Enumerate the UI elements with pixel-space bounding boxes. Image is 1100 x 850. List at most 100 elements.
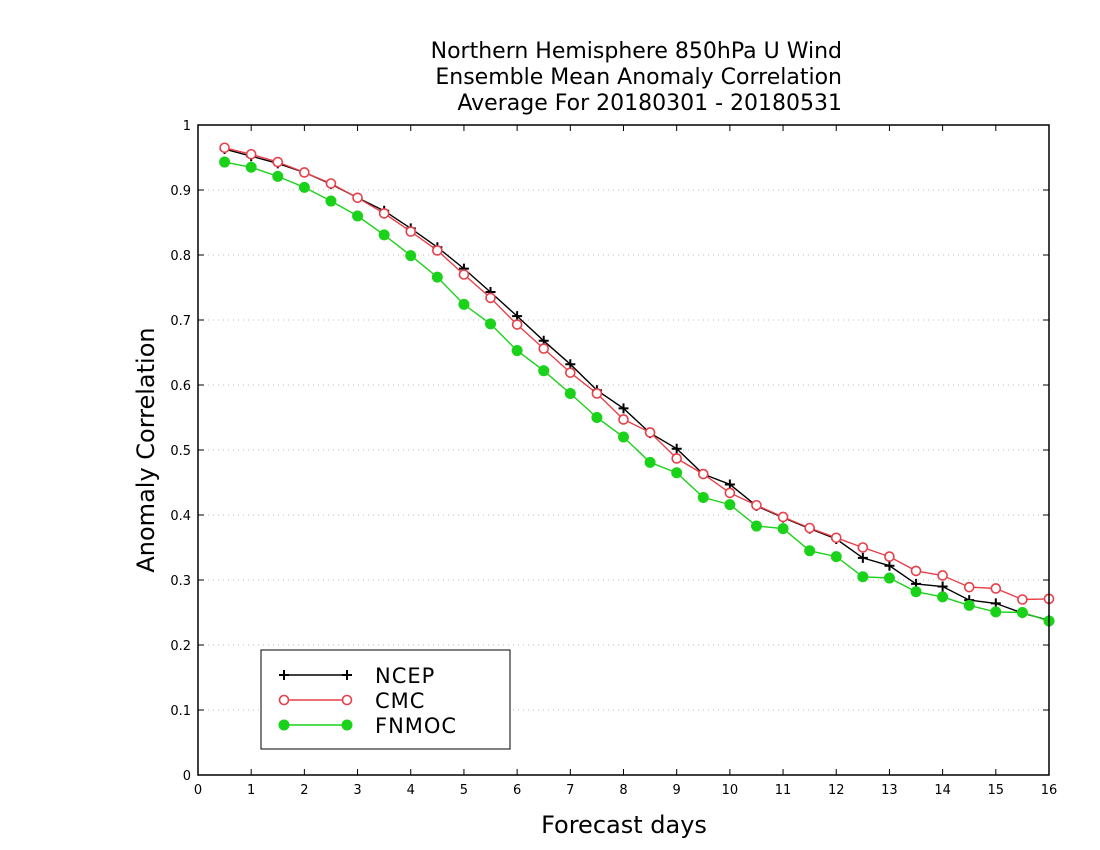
data-point-cmc	[671, 453, 682, 464]
data-point-cmc	[724, 487, 736, 499]
data-point-fnmoc	[272, 170, 284, 182]
legend-label-ncep: NCEP	[375, 664, 435, 688]
data-point-cmc	[272, 156, 284, 168]
legend-marker-ncep	[279, 670, 289, 680]
data-point-cmc	[219, 142, 230, 154]
data-point-fnmoc	[431, 271, 443, 283]
axis-ticks: 00.10.20.30.40.50.60.70.80.910 1 2 3 4 5 6 7 8 9 1…	[170, 119, 1057, 798]
data-point-cmc	[697, 468, 709, 480]
data-point-ncep	[671, 443, 682, 454]
title-line-3: Average For 20180301 - 20180531	[457, 91, 842, 116]
x-tick-label: 13	[881, 783, 898, 798]
series-fnmoc	[219, 156, 1055, 627]
y-tick-label: 0.3	[170, 574, 191, 589]
data-point-fnmoc	[1016, 607, 1028, 618]
data-point-cmc	[325, 178, 337, 189]
x-tick-label: 6	[513, 783, 521, 798]
data-point-ncep	[884, 560, 895, 571]
data-point-fnmoc	[963, 599, 975, 611]
data-point-ncep	[857, 552, 868, 563]
data-point-fnmoc	[245, 161, 257, 173]
data-point-cmc	[884, 551, 895, 562]
data-point-cmc	[990, 583, 1002, 594]
x-tick-label: 3	[353, 783, 361, 798]
x-tick-label: 14	[934, 783, 951, 798]
data-point-cmc	[538, 343, 550, 354]
series-line-fnmoc	[224, 161, 1050, 622]
data-point-cmc	[299, 167, 310, 178]
data-point-cmc	[458, 269, 470, 280]
x-tick-label: 4	[407, 783, 415, 798]
data-point-fnmoc	[298, 181, 310, 193]
data-point-fnmoc	[990, 606, 1002, 618]
legend-marker-cmc	[278, 694, 290, 706]
data-point-cmc	[910, 565, 922, 577]
data-point-cmc	[511, 319, 523, 330]
y-tick-label: 0.1	[170, 704, 191, 719]
data-point-cmc	[591, 388, 603, 399]
data-point-fnmoc	[219, 156, 231, 168]
data-point-ncep	[937, 581, 948, 592]
data-point-fnmoc	[618, 431, 629, 443]
y-tick-label: 0.7	[170, 314, 191, 329]
data-point-fnmoc	[378, 229, 390, 241]
x-tick-label: 2	[300, 783, 308, 798]
data-point-fnmoc	[750, 520, 762, 532]
data-point-fnmoc	[458, 298, 470, 310]
y-tick-label: 1	[183, 119, 191, 134]
x-axis-label: Forecast days	[541, 811, 707, 839]
data-point-cmc	[830, 532, 842, 544]
x-tick-label: 8	[619, 783, 627, 798]
data-point-fnmoc	[724, 499, 736, 511]
y-tick-label: 0.5	[170, 444, 191, 459]
data-point-fnmoc	[325, 195, 337, 207]
legend-marker-fnmoc	[278, 719, 290, 731]
series-cmc	[219, 142, 1055, 605]
legend-marker-cmc	[341, 694, 353, 706]
data-point-cmc	[857, 542, 869, 553]
data-point-fnmoc	[857, 571, 869, 583]
data-point-fnmoc	[697, 491, 709, 503]
data-point-cmc	[565, 367, 576, 378]
plot-area	[219, 142, 1055, 627]
legend-marker-fnmoc	[341, 719, 353, 731]
data-point-cmc	[485, 292, 496, 304]
data-point-fnmoc	[777, 523, 789, 535]
data-point-cmc	[751, 499, 762, 511]
legend-label-cmc: CMC	[375, 689, 425, 713]
data-point-cmc	[963, 581, 975, 593]
title-line-1: Northern Hemisphere 850hPa U Wind	[431, 39, 842, 64]
x-tick-label: 9	[673, 783, 681, 798]
data-point-fnmoc	[804, 545, 816, 557]
data-point-ncep	[618, 403, 629, 414]
data-point-fnmoc	[405, 250, 417, 262]
data-point-fnmoc	[591, 412, 603, 423]
data-point-fnmoc	[830, 551, 842, 563]
data-point-fnmoc	[485, 318, 497, 330]
x-tick-label: 16	[1041, 783, 1058, 798]
x-tick-label: 1	[247, 783, 255, 798]
y-tick-label: 0.2	[170, 639, 191, 654]
data-point-cmc	[245, 148, 257, 160]
y-tick-label: 0.9	[170, 184, 191, 199]
x-tick-label: 7	[566, 783, 574, 798]
data-point-cmc	[937, 570, 948, 581]
data-point-cmc	[1017, 594, 1028, 605]
data-point-cmc	[804, 522, 815, 534]
x-tick-label: 10	[722, 783, 739, 798]
data-point-fnmoc	[671, 467, 683, 479]
data-point-cmc	[378, 208, 390, 219]
data-point-fnmoc	[910, 586, 922, 598]
title-line-2: Ensemble Mean Anomaly Correlation	[435, 65, 842, 90]
legend-label-fnmoc: FNMOC	[375, 714, 457, 738]
data-point-fnmoc	[352, 210, 364, 222]
data-point-fnmoc	[538, 365, 550, 377]
data-point-fnmoc	[644, 456, 656, 468]
data-point-fnmoc	[564, 387, 576, 399]
x-tick-label: 15	[988, 783, 1005, 798]
legend-marker-ncep	[342, 670, 352, 680]
data-point-cmc	[644, 427, 656, 438]
